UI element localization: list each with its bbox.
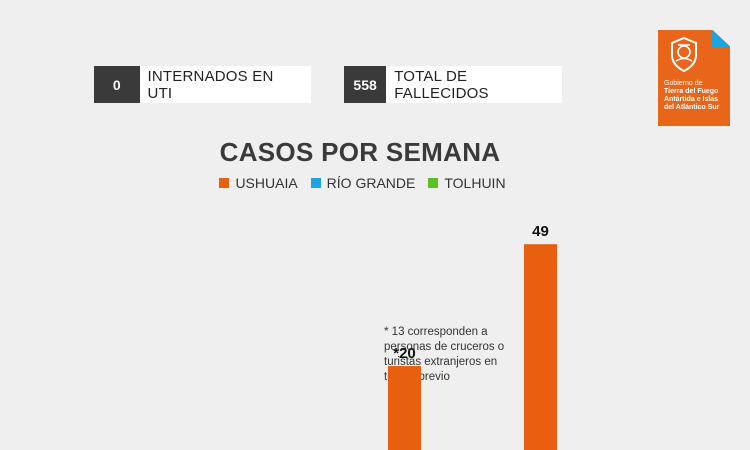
logo-line: del Atlántico Sur [664,104,720,111]
stat-value: 0 [94,66,140,103]
bar-ushuaia-0 [388,366,421,450]
logo-text: Gobierno de Tierra del Fuego Antártida e… [664,80,728,112]
legend-label: TOLHUIN [444,175,506,191]
legend-label: USHUAIA [235,175,298,191]
stat-label: INTERNADOS EN UTI [147,67,274,102]
coat-of-arms-icon [671,36,697,73]
bar-ushuaia-1 [524,244,557,450]
bar-value-label: *20 [393,345,416,362]
stat-label: TOTAL DE FALLECIDOS [394,67,489,102]
legend-item-tolhuin: TOLHUIN [428,175,506,191]
stat-total-fallecidos: 558 TOTAL DE FALLECIDOS [344,66,562,103]
chart-legend: USHUAIA RÍO GRANDE TOLHUIN [0,175,725,191]
legend-swatch-ushuaia [219,178,230,188]
legend-swatch-rio-grande [310,178,321,188]
stat-internados-uti: 0 INTERNADOS EN UTI [94,66,311,103]
legend-item-rio-grande: RÍO GRANDE [310,175,416,191]
logo-line: Gobierno de [664,80,703,87]
bar-value-label: 49 [532,223,549,240]
chart-title: CASOS POR SEMANA [219,137,501,167]
stat-value: 558 [344,66,387,103]
legend-label: RÍO GRANDE [326,175,416,191]
logo-line: Antártida e Islas [664,96,719,103]
logo-line: Tierra del Fuego [664,88,719,95]
legend-item-ushuaia: USHUAIA [219,175,298,191]
legend-swatch-tolhuin [428,178,439,188]
